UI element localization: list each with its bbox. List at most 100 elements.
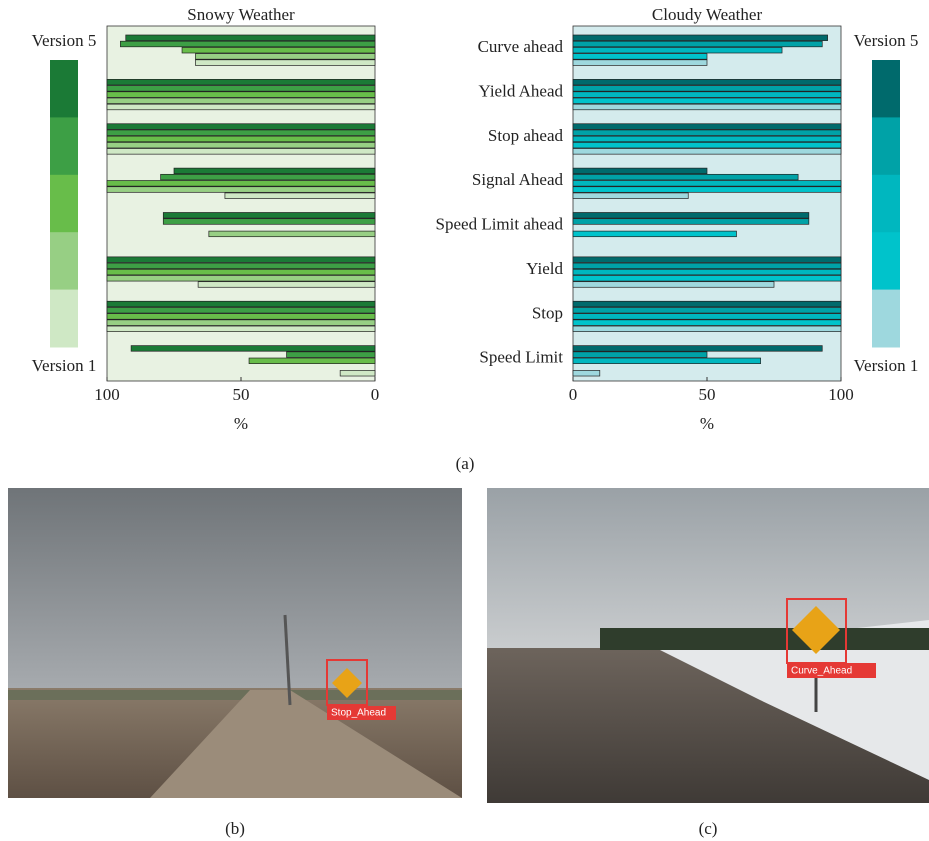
bar	[573, 257, 841, 263]
bar	[107, 257, 375, 263]
x-tick-label: 50	[233, 385, 250, 404]
bar	[573, 346, 822, 352]
y-tick-label: Speed Limit ahead	[436, 215, 564, 234]
legend-swatch	[50, 60, 78, 118]
caption: (b)	[225, 819, 245, 838]
bar	[107, 136, 375, 142]
legend-swatch	[50, 175, 78, 233]
bar	[573, 320, 841, 326]
bar	[174, 168, 375, 174]
bar	[163, 213, 375, 219]
x-tick-label: 50	[699, 385, 716, 404]
bar	[573, 213, 809, 219]
bar	[198, 282, 375, 288]
legend-label: Version 5	[32, 31, 97, 50]
bar	[131, 346, 375, 352]
bar	[107, 307, 375, 313]
bar	[573, 47, 782, 53]
bar	[120, 41, 375, 47]
bar	[163, 219, 375, 225]
y-tick-label: Signal Ahead	[472, 170, 564, 189]
bar	[195, 54, 375, 60]
legend-swatch	[872, 290, 900, 348]
figure: (a) Stop_Ahead (b) Curve_Ahead (c) Snowy…	[0, 0, 929, 841]
bar	[573, 275, 841, 281]
legend-swatch	[50, 117, 78, 175]
bar	[225, 193, 375, 199]
bar	[573, 263, 841, 269]
x-tick-label: 100	[828, 385, 854, 404]
bar	[573, 79, 841, 85]
bar	[573, 149, 841, 155]
bar	[573, 174, 798, 180]
bar	[573, 86, 841, 92]
bar	[340, 370, 375, 376]
bar	[573, 136, 841, 142]
bar	[573, 124, 841, 130]
bar	[209, 231, 375, 237]
bar	[107, 124, 375, 130]
bar	[573, 231, 736, 237]
bar	[161, 174, 375, 180]
bar	[573, 326, 841, 332]
legend-swatch	[872, 232, 900, 290]
bar	[573, 98, 841, 104]
y-tick-label: Yield	[526, 259, 563, 278]
bar	[573, 314, 841, 320]
chart-title: Cloudy Weather	[652, 5, 763, 24]
bar	[107, 130, 375, 136]
x-tick-label: 100	[94, 385, 120, 404]
legend-label: Version 1	[32, 356, 97, 375]
legend-swatch	[872, 60, 900, 118]
bar	[107, 263, 375, 269]
bar	[573, 219, 809, 225]
bar	[573, 168, 707, 174]
bar	[573, 41, 822, 47]
bar	[573, 282, 774, 288]
bar	[573, 104, 841, 110]
bar	[126, 35, 375, 41]
bar	[107, 275, 375, 281]
legend-label: Version 1	[854, 356, 919, 375]
bar	[107, 314, 375, 320]
bar	[107, 149, 375, 155]
bar	[107, 79, 375, 85]
detection-label: Stop_Ahead	[331, 708, 386, 719]
bar	[195, 60, 375, 66]
y-tick-label: Yield Ahead	[478, 81, 563, 100]
bar	[107, 187, 375, 193]
bar	[573, 370, 600, 376]
y-tick-label: Curve ahead	[478, 37, 564, 56]
legend-swatch	[50, 290, 78, 348]
bar	[107, 86, 375, 92]
bar	[107, 301, 375, 307]
bar	[107, 104, 375, 110]
legend-swatch	[872, 175, 900, 233]
bar	[573, 181, 841, 187]
bar	[107, 181, 375, 187]
bar	[107, 326, 375, 332]
caption: (a)	[456, 454, 475, 473]
bar	[182, 47, 375, 53]
bar	[107, 142, 375, 148]
photo: Stop_Ahead	[8, 488, 462, 798]
legend-swatch	[872, 117, 900, 175]
bar	[573, 54, 707, 60]
bar	[107, 269, 375, 275]
x-tick-label: 0	[371, 385, 380, 404]
photo: Curve_Ahead	[487, 488, 929, 803]
bar	[573, 193, 688, 199]
y-tick-label: Stop	[532, 303, 563, 322]
bar	[287, 352, 375, 358]
bar	[573, 307, 841, 313]
bar	[573, 92, 841, 98]
y-tick-label: Stop ahead	[488, 126, 564, 145]
bar	[573, 358, 761, 364]
legend-swatch	[50, 232, 78, 290]
bar	[573, 142, 841, 148]
bar	[573, 301, 841, 307]
bar	[573, 130, 841, 136]
bar	[573, 35, 828, 41]
bar	[573, 60, 707, 66]
caption: (c)	[699, 819, 718, 838]
